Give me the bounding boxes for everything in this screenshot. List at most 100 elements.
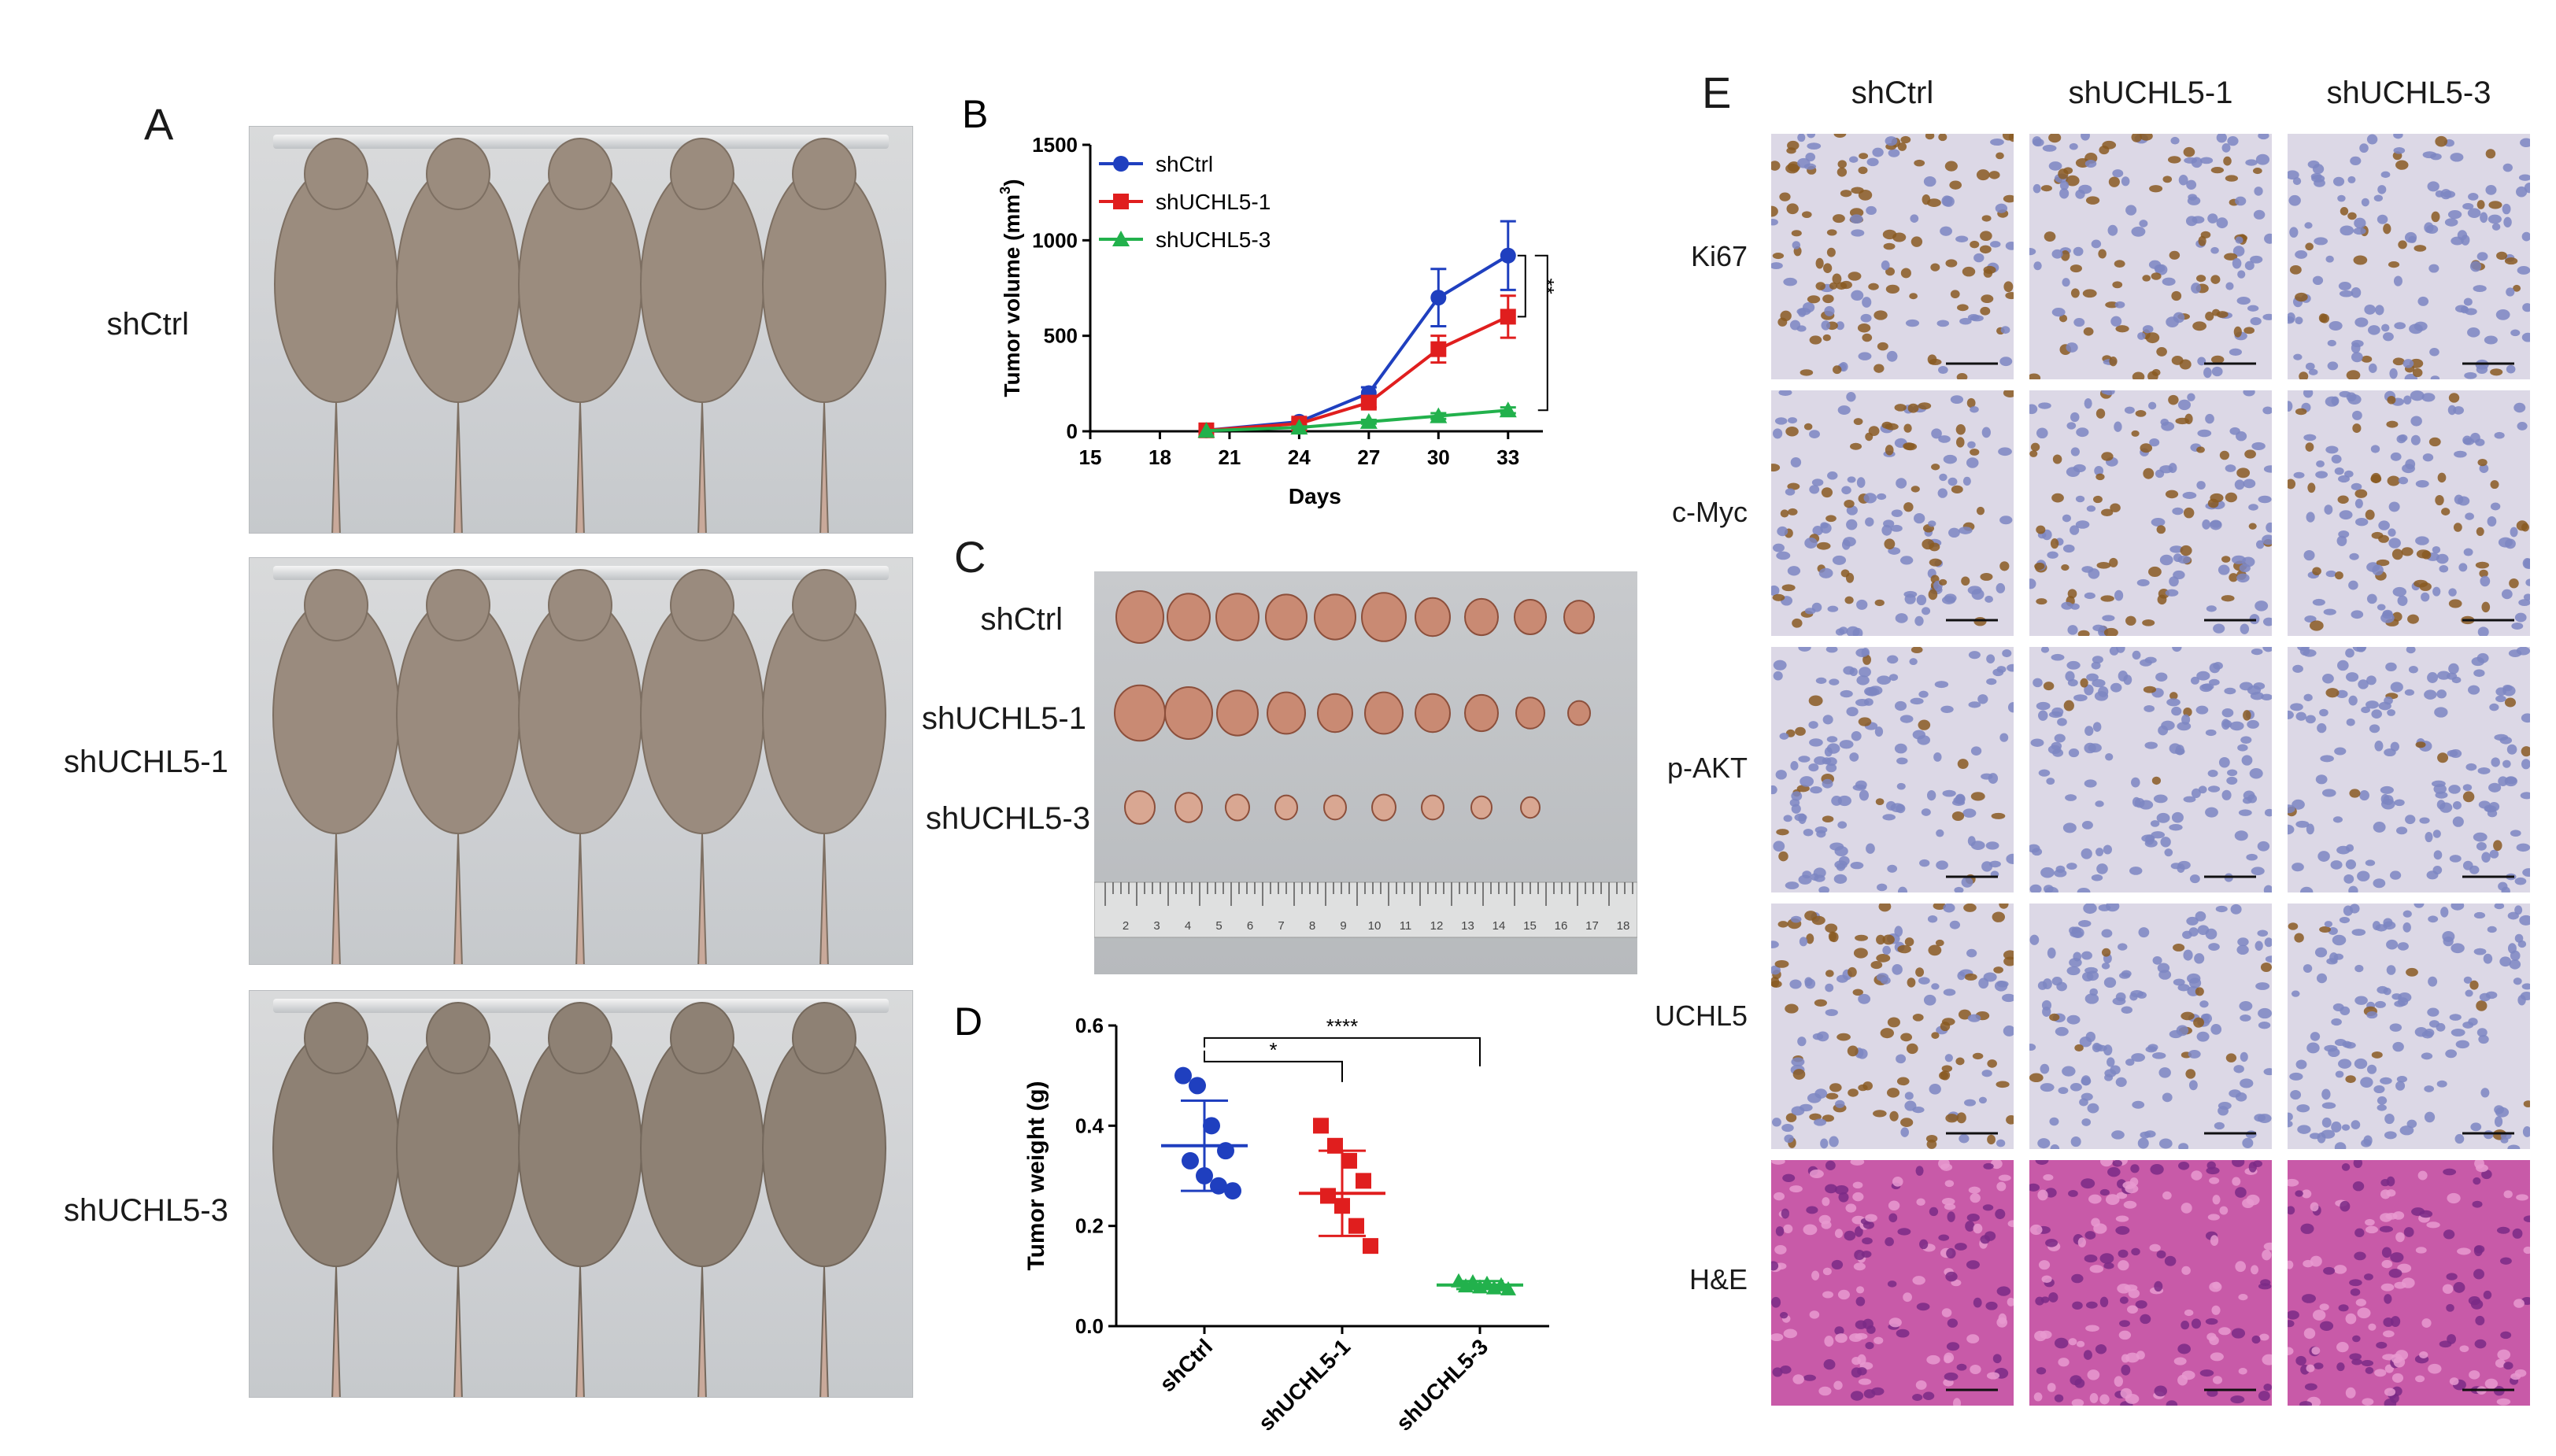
nucleus [2325,445,2339,454]
nucleus [2494,904,2505,910]
nucleus [2266,522,2272,533]
nucleus [2469,261,2482,272]
x-tick-label: 24 [1288,445,1311,469]
nucleus [2473,1245,2485,1254]
nucleus [2435,494,2444,506]
nucleus [2473,1269,2484,1280]
nucleus [1962,476,1971,486]
nucleus [1807,295,1821,304]
nucleus [2184,1309,2194,1317]
nucleus [2361,1360,2374,1367]
nucleus [2075,495,2085,503]
nucleus [2288,479,2296,490]
nucleus [2454,305,2468,313]
nucleus [2513,402,2526,413]
nucleus [1989,241,2001,248]
nucleus [2057,718,2067,726]
nucleus [2210,1352,2224,1362]
nucleus [1809,430,1820,438]
ihc-image-ki67-shuchl5-1 [2029,134,2272,379]
nucleus [1823,263,1833,273]
nucleus [2087,1103,2099,1114]
nucleus [1803,1224,1818,1236]
nucleus [1955,1057,1965,1066]
nucleus [2044,886,2058,892]
nucleus [2077,630,2090,636]
nucleus [2095,473,2105,481]
nucleus [1914,159,1925,167]
nucleus [2288,1206,2295,1215]
nucleus [1942,789,1956,797]
nucleus [2153,794,2168,804]
nucleus [1771,161,1781,171]
nucleus [2454,1133,2465,1144]
nucleus [2462,791,2475,803]
nucleus [2040,647,2050,653]
nucleus [2306,823,2314,835]
nucleus [2523,1100,2530,1108]
nucleus [2337,194,2346,202]
nucleus [2238,1368,2247,1375]
nucleus [2171,811,2184,823]
nucleus [2380,171,2391,179]
ihc-nuclei [2288,1160,2530,1406]
nucleus [1954,886,1964,892]
nucleus [2225,464,2236,472]
nucleus [2432,545,2441,554]
ruler-number: 4 [1185,919,1191,933]
nucleus [2257,929,2269,937]
nucleus [1803,163,1817,170]
nucleus [1790,915,1802,923]
nucleus [2132,371,2145,379]
nucleus [2152,1052,2166,1059]
nucleus [2405,815,2416,825]
nucleus [2513,1299,2525,1308]
nucleus [2262,1354,2272,1365]
nucleus [1999,904,2009,909]
nucleus [2262,534,2272,545]
nucleus [2149,438,2160,447]
nucleus [2082,289,2097,298]
nucleus [1773,841,1785,852]
nucleus [2034,562,2045,571]
nucleus [2312,1310,2326,1321]
nucleus [2135,410,2147,417]
nucleus [2098,904,2111,911]
nucleus [1922,1391,1935,1400]
nucleus [2488,214,2502,224]
nucleus [1852,784,1866,791]
nucleus [1888,674,1899,682]
nucleus [2288,1112,2293,1122]
panel-e-col-shctrl: shCtrl [1851,76,1934,110]
nucleus [2231,1328,2246,1339]
nucleus [2143,467,2155,479]
nucleus [1864,686,1877,697]
nucleus [2076,427,2089,438]
nucleus [2221,595,2235,602]
nucleus [2156,346,2167,357]
nucleus [2218,1106,2229,1116]
nucleus [1905,319,1920,327]
nucleus [1999,561,2010,571]
nucleus [1811,1270,1820,1280]
nucleus [2489,703,2499,711]
nucleus [2417,1170,2428,1181]
nucleus [1903,590,1918,598]
nucleus [1990,138,2004,146]
nucleus [2172,507,2184,516]
nucleus [1855,934,1869,941]
nucleus [1992,1354,2002,1364]
nucleus [1844,1230,1856,1241]
nucleus [1850,214,1863,224]
nucleus [1896,1054,1907,1064]
nucleus [2040,1063,2050,1074]
nucleus [2207,785,2221,793]
tumor [1567,700,1591,726]
nucleus [1888,1317,1902,1328]
nucleus [2367,325,2380,335]
nucleus [1948,527,1960,538]
nucleus [2095,408,2106,419]
ihc-nuclei [2029,134,2272,379]
nucleus [1970,792,1985,801]
